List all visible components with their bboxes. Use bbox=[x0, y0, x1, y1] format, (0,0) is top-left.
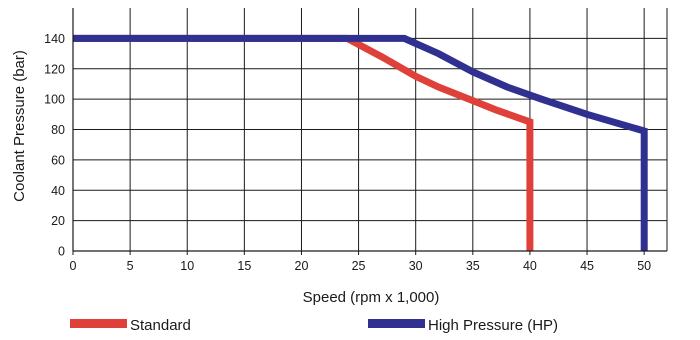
x-tick-label: 25 bbox=[352, 259, 366, 273]
x-tick-label: 50 bbox=[637, 259, 651, 273]
x-tick-label: 10 bbox=[180, 259, 194, 273]
legend-label: Standard bbox=[130, 317, 191, 334]
x-tick-label: 40 bbox=[523, 259, 537, 273]
y-tick-label: 120 bbox=[44, 62, 65, 76]
y-tick-label: 80 bbox=[51, 123, 65, 137]
x-tick-label: 45 bbox=[580, 259, 594, 273]
axes bbox=[72, 8, 667, 255]
x-tick-label: 20 bbox=[295, 259, 309, 273]
y-tick-label: 140 bbox=[44, 32, 65, 46]
legend-label: High Pressure (HP) bbox=[428, 317, 558, 334]
series-line-high-pressure bbox=[73, 34, 648, 251]
x-tick-label: 30 bbox=[409, 259, 423, 273]
tick-labels: 0 5 10 15 20 25 30 35 40 45 50 0 20 40 60 80 100 120 140 bbox=[44, 32, 651, 273]
x-tick-label: 5 bbox=[127, 259, 134, 273]
y-axis-title: Coolant Pressure (bar) bbox=[11, 50, 28, 202]
x-tick-label: 0 bbox=[70, 259, 77, 273]
x-tick-label: 15 bbox=[237, 259, 251, 273]
y-tick-label: 0 bbox=[58, 245, 65, 259]
y-tick-label: 100 bbox=[44, 93, 65, 107]
x-tick-label: 35 bbox=[466, 259, 480, 273]
grid bbox=[73, 8, 668, 251]
series-layer bbox=[73, 34, 648, 251]
legend-swatch bbox=[368, 319, 425, 328]
y-tick-label: 40 bbox=[51, 184, 65, 198]
series-line-standard bbox=[73, 34, 534, 251]
legend: Standard High Pressure (HP) bbox=[70, 317, 558, 334]
legend-swatch bbox=[70, 319, 127, 328]
y-tick-label: 60 bbox=[51, 153, 65, 167]
x-axis-title: Speed (rpm x 1,000) bbox=[303, 289, 440, 306]
y-tick-label: 20 bbox=[51, 214, 65, 228]
